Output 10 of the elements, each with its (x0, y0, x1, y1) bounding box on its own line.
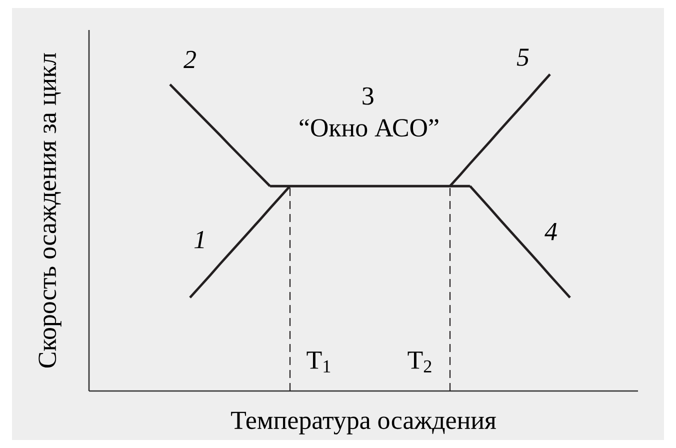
annotation: T$_{2}$ (408, 352, 432, 372)
x-axis-title: Температура осаждения (231, 412, 496, 434)
annotation: “Окно АСО” (300, 119, 438, 137)
series-label: 4 (544, 223, 557, 240)
y-axis-title: Скорость осаждения за цикл (38, 52, 62, 368)
series-label: 1 (194, 231, 204, 248)
annotation: 3 (362, 87, 374, 105)
annotation: T$_{1}$ (306, 352, 330, 372)
series-label: 2 (184, 50, 196, 68)
series-label: 5 (516, 48, 529, 66)
